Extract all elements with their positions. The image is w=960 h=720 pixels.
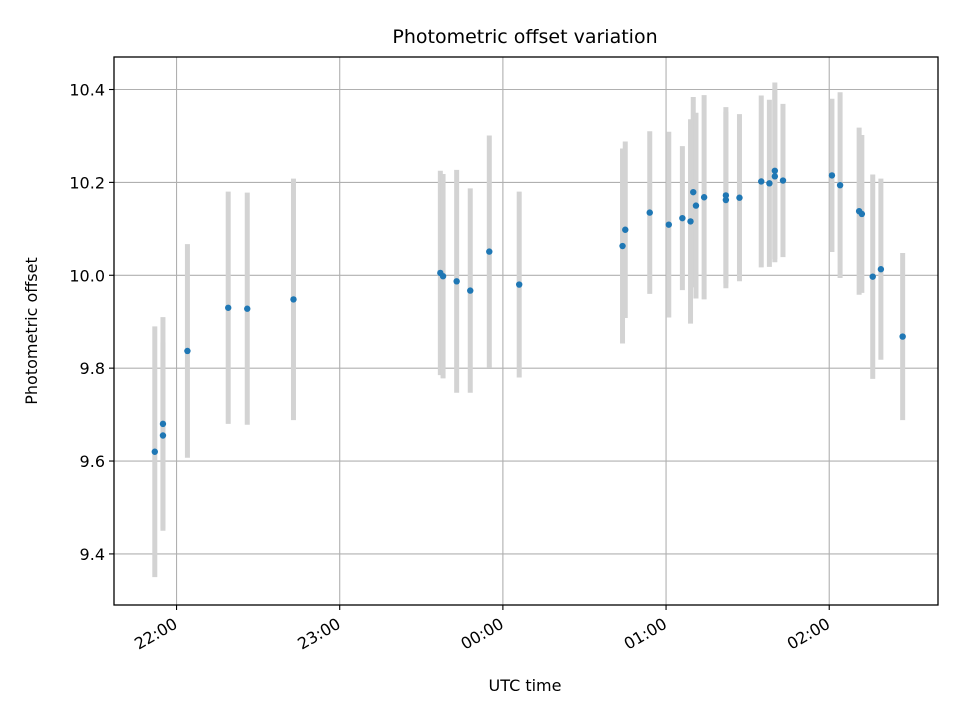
data-point <box>622 226 629 233</box>
data-point <box>151 448 158 455</box>
y-axis-label: Photometric offset <box>22 257 41 405</box>
grid-lines <box>114 57 938 605</box>
y-tick-label: 9.8 <box>80 359 105 378</box>
x-axis-label: UTC time <box>489 676 562 695</box>
data-point <box>225 304 232 311</box>
data-point <box>516 281 523 288</box>
data-point <box>453 278 460 285</box>
data-point <box>771 173 779 180</box>
data-point <box>467 287 474 294</box>
data-point <box>700 194 708 201</box>
data-point <box>244 305 251 312</box>
data-point <box>184 347 191 355</box>
data-point <box>679 214 686 222</box>
data-point <box>646 209 653 216</box>
data-point <box>736 194 743 201</box>
data-point <box>690 188 697 196</box>
data-point <box>828 172 836 179</box>
y-tick-label: 10.0 <box>69 266 105 285</box>
y-axis-ticks: 9.4 9.6 9.8 10.0 10.2 10.4 <box>69 81 114 564</box>
data-point <box>858 210 866 218</box>
data-point <box>722 196 730 204</box>
data-point <box>899 333 906 340</box>
y-tick-label: 10.4 <box>69 81 105 100</box>
data-point <box>692 202 700 209</box>
data-point <box>766 180 773 187</box>
data-point <box>877 266 885 273</box>
data-point <box>665 221 672 228</box>
data-point <box>159 420 167 428</box>
data-point <box>619 242 626 250</box>
data-point <box>771 167 779 174</box>
data-point <box>758 178 765 185</box>
data-point <box>869 273 876 280</box>
data-point <box>779 177 787 184</box>
chart-title: Photometric offset variation <box>392 26 657 48</box>
data-point <box>687 218 694 225</box>
data-point <box>722 192 730 199</box>
data-point <box>836 181 844 189</box>
data-point <box>159 432 167 439</box>
data-point <box>290 296 297 303</box>
data-point <box>439 273 447 280</box>
y-tick-label: 9.4 <box>80 545 105 564</box>
data-point <box>486 248 493 255</box>
y-tick-label: 9.6 <box>80 452 105 471</box>
plot-frame <box>113 56 939 606</box>
data-points <box>151 167 906 455</box>
y-tick-label: 10.2 <box>69 173 105 192</box>
